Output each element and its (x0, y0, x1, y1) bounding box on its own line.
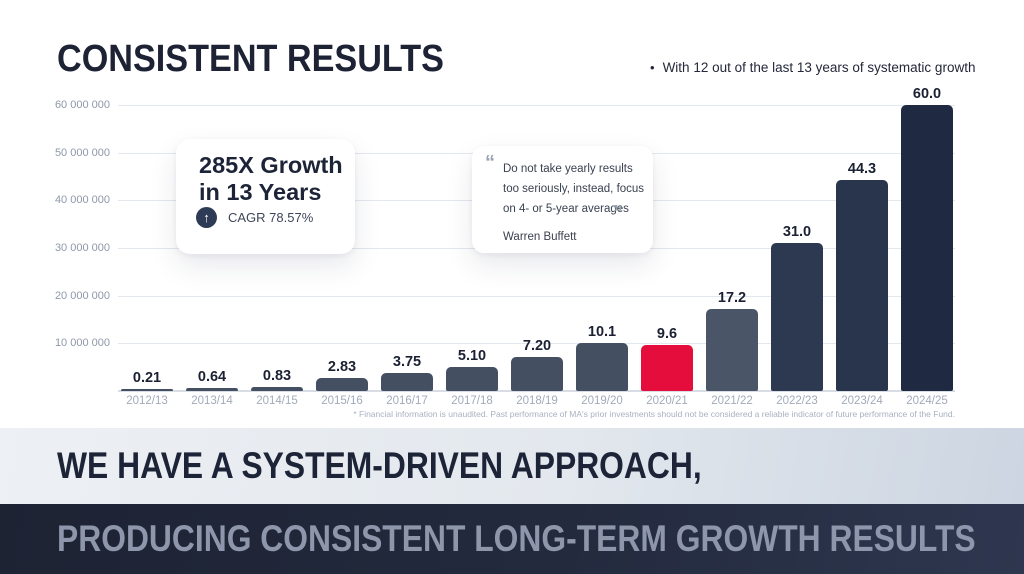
bar-2014/15 (251, 387, 303, 391)
bullet-dot: • (650, 60, 655, 75)
x-axis-line (118, 390, 955, 392)
bar-2013/14 (186, 387, 238, 391)
bar-2016/17 (381, 373, 433, 391)
bar-value-label: 5.10 (457, 347, 487, 364)
x-axis-label: 2023/24 (841, 395, 883, 407)
gridline (118, 295, 955, 297)
bar-value-label: 3.75 (392, 354, 422, 371)
quote-text: Do not take yearly results too seriously… (503, 159, 644, 247)
open-quote-icon: “ (485, 152, 495, 174)
bar-2020/21 (641, 345, 693, 391)
banner-secondary-text: PRODUCING CONSISTENT LONG-TERM GROWTH RE… (57, 518, 976, 559)
bar-2024/25 (901, 104, 953, 391)
cagr-row: ↑ CAGR 78.57% (196, 207, 313, 228)
quote-line: too seriously, instead, focus (503, 183, 645, 195)
bar-value-label: 0.21 (132, 370, 162, 386)
bar-chart: 60 000 000 50 000 000 40 000 000 30 000 000… (54, 85, 955, 407)
x-axis-label: 2024/25 (906, 395, 948, 407)
gridline (118, 343, 955, 345)
bar-value-label: 31.0 (782, 224, 812, 241)
growth-card: 285X Growth in 13 Years ↑ CAGR 78.57% (176, 139, 355, 254)
page-title: CONSISTENT RESULTS (57, 38, 444, 80)
gridline (118, 104, 955, 106)
x-axis-label: 2022/23 (776, 395, 818, 407)
y-axis-label: 40 000 000 (54, 194, 110, 207)
x-axis-label: 2017/18 (451, 395, 493, 407)
bar-value-label: 9.6 (656, 326, 678, 343)
bar-value-label: 0.83 (262, 368, 292, 385)
bar-value-label: 44.3 (847, 160, 877, 177)
bar-value-label: 0.64 (197, 368, 227, 385)
footnote: * Financial information is unaudited. Pa… (353, 409, 955, 419)
x-axis-label: 2016/17 (386, 395, 428, 407)
x-axis-label: 2018/19 (516, 395, 558, 407)
bar-2015/16 (316, 377, 368, 391)
quote-line: Do not take yearly results (503, 163, 633, 175)
y-axis-label: 10 000 000 (54, 337, 110, 350)
quote-line: on 4- or 5-year averages (503, 203, 629, 215)
bar-value-label: 10.1 (587, 323, 617, 340)
y-axis-label: 20 000 000 (54, 289, 110, 302)
banner-primary: WE HAVE A SYSTEM-DRIVEN APPROACH, (0, 428, 1024, 504)
growth-card-title: 285X Growth in 13 Years (199, 152, 343, 207)
banner-primary-text: WE HAVE A SYSTEM-DRIVEN APPROACH, (57, 445, 702, 486)
y-axis-label: 50 000 000 (54, 146, 110, 159)
x-axis-label: 2021/22 (711, 395, 753, 407)
x-axis-label: 2013/14 (191, 395, 233, 407)
x-axis-label: 2015/16 (321, 395, 363, 407)
bar-2018/19 (511, 356, 563, 391)
x-axis-label: 2014/15 (256, 395, 298, 407)
x-axis-label: 2019/20 (581, 395, 623, 407)
bullet-text: With 12 out of the last 13 years of syst… (662, 60, 976, 75)
growth-title-line2: in 13 Years (199, 179, 322, 206)
banner-secondary: PRODUCING CONSISTENT LONG-TERM GROWTH RE… (0, 504, 1024, 574)
bar-2017/18 (446, 366, 498, 391)
bar-2021/22 (706, 309, 758, 391)
bar-value-label: 60.0 (912, 85, 942, 102)
close-quote-icon: ” (613, 202, 623, 224)
arrow-up-circle-icon: ↑ (196, 207, 217, 228)
bar-2023/24 (836, 179, 888, 391)
growth-title-line1: 285X Growth (199, 152, 343, 178)
bar-2022/23 (771, 243, 823, 391)
header-bullet: • With 12 out of the last 13 years of sy… (650, 60, 975, 75)
cagr-label: CAGR 78.57% (228, 210, 314, 225)
y-axis-label: 30 000 000 (54, 241, 110, 254)
quote-attribution: Warren Buffett (503, 231, 577, 243)
bar-value-label: 2.83 (327, 358, 357, 375)
bar-2012/13 (121, 389, 173, 391)
y-axis-label: 60 000 000 (54, 98, 110, 111)
bar-2019/20 (576, 342, 628, 391)
bar-value-label: 7.20 (522, 337, 552, 354)
quote-card: “ Do not take yearly results too serious… (472, 146, 653, 253)
x-axis-label: 2012/13 (126, 395, 168, 407)
x-axis-label: 2020/21 (646, 395, 688, 407)
bar-value-label: 17.2 (717, 290, 747, 306)
